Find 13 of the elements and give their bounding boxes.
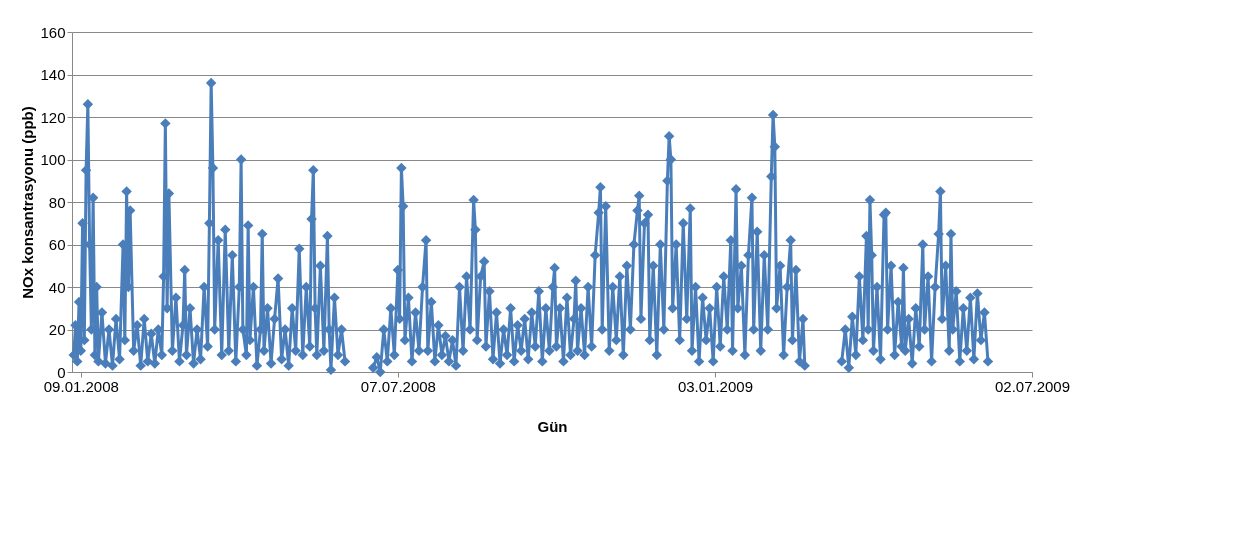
x-tick-label: 07.07.2008 [360, 377, 436, 395]
x-tick-label: 03.01.2009 [677, 377, 753, 395]
y-axis-title: NOx konsantrasyonu (ppb) [19, 106, 37, 299]
y-tick-label: 60 [48, 236, 66, 253]
y-tick-label: 120 [40, 108, 66, 126]
y-tick-label: 80 [48, 193, 66, 211]
y-tick-label: 40 [48, 278, 66, 296]
y-tick-label: 140 [40, 66, 66, 83]
y-tick-label: 20 [48, 321, 66, 338]
x-tick-label: 02.07.2009 [994, 377, 1071, 395]
x-axis-title: Gün [537, 417, 568, 435]
y-tick-label: 160 [40, 23, 66, 41]
y-tick-label: 100 [40, 151, 66, 168]
